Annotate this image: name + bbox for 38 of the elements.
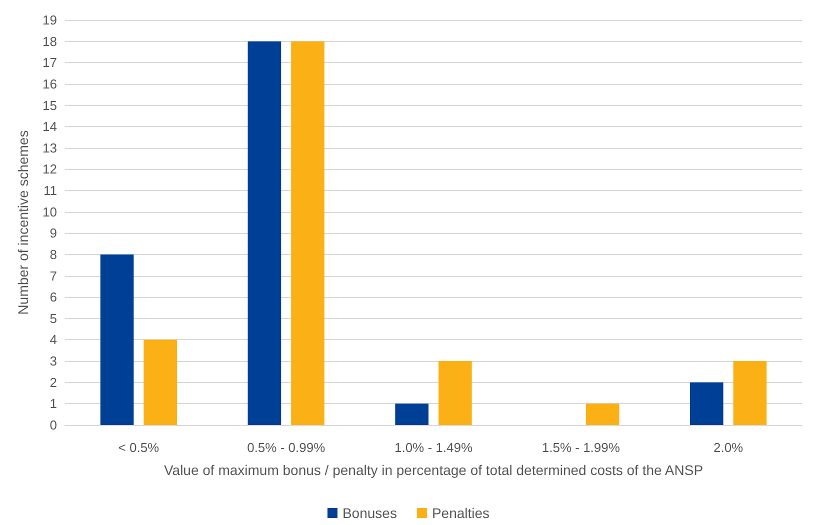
bar [690,382,724,425]
y-tick-label: 12 [42,162,57,177]
x-tick-label: < 0.5% [118,440,160,455]
y-tick-label: 1 [50,396,57,412]
x-tick-label: 1.5% - 1.99% [542,440,620,455]
y-tick-label: 2 [50,374,57,390]
legend-label: Bonuses [342,505,397,521]
y-tick-label: 9 [50,226,57,241]
bar [395,404,428,425]
bar [144,340,178,425]
bar [438,361,472,425]
y-tick-label: 17 [42,55,57,70]
x-tick-label: 2.0% [713,440,744,455]
y-tick-label: 7 [50,268,57,284]
y-tick-label: 4 [50,332,57,348]
legend-label: Penalties [432,505,490,521]
y-tick-label: 8 [50,246,57,262]
y-tick-label: 18 [42,34,57,49]
bar [586,404,620,425]
y-tick-label: 16 [42,76,57,92]
y-tick-label: 0 [50,418,57,432]
y-tick-label: 13 [42,140,57,156]
y-axis-title: Number of incentive schemes [15,130,31,315]
bar [733,361,767,425]
y-tick-label: 5 [50,310,57,326]
y-tick-label: 15 [42,98,57,113]
y-tick-label: 10 [42,204,57,220]
bar [248,41,282,425]
y-tick-label: 3 [50,354,57,369]
x-tick-label: 1.0% - 1.49% [394,440,473,455]
y-tick-label: 14 [42,119,57,134]
x-tick-label: 0.5% - 0.99% [247,440,326,455]
y-tick-label: 6 [50,290,57,305]
bar [100,254,134,425]
bar [291,41,324,425]
y-tick-label: 19 [42,12,57,28]
y-tick-label: 11 [44,183,57,198]
x-axis-title: Value of maximum bonus / penalty in percentage of total determined costs of the ANSP [164,462,704,478]
